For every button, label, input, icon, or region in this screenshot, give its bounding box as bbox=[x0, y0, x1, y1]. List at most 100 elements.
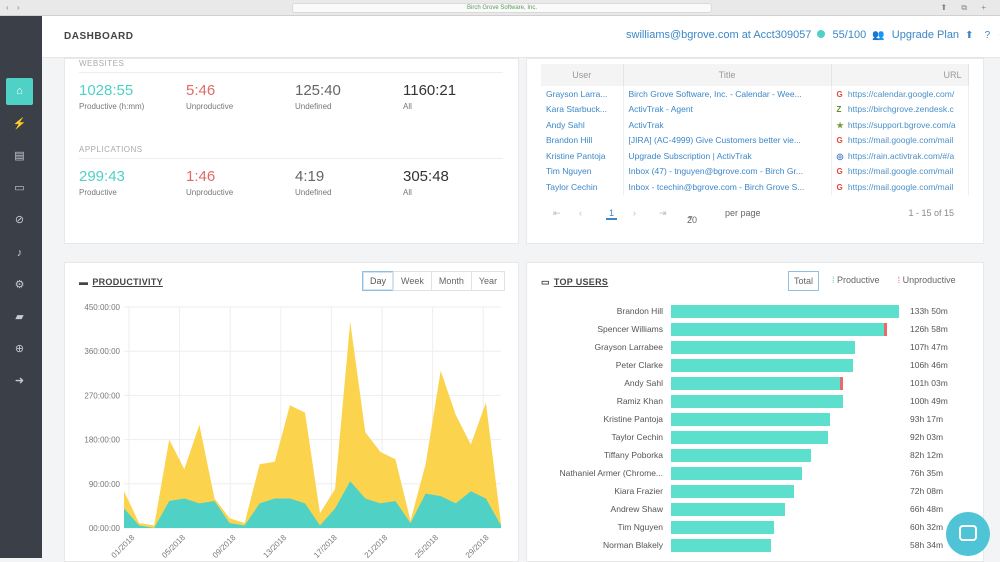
users-icon[interactable]: 👥 bbox=[872, 30, 885, 41]
table-row[interactable]: Brandon Hill [JIRA] (AC-4999) Give Custom… bbox=[541, 132, 969, 148]
top-user-unproductive-bar[interactable] bbox=[840, 377, 844, 390]
browser-window-icons[interactable]: ⬆ ⧉ + bbox=[940, 3, 992, 12]
websites-productive-stat[interactable]: 1028:55 Productive (h:mm) bbox=[79, 82, 145, 111]
upgrade-arrow-icon[interactable]: ⬆ bbox=[965, 30, 974, 41]
productive-icon: ⁞ bbox=[832, 275, 838, 285]
top-user-bar[interactable] bbox=[671, 395, 843, 408]
first-page-icon[interactable]: ⇤ bbox=[553, 208, 561, 218]
top-user-time: 72h 08m bbox=[910, 486, 944, 496]
top-user-name: Andrew Shaw bbox=[610, 504, 663, 514]
top-user-time: 93h 17m bbox=[910, 414, 944, 424]
top-user-row[interactable]: Tim Nguyen 60h 32m bbox=[540, 519, 970, 537]
x-tick-label: 17/2018 bbox=[312, 533, 339, 558]
top-user-row[interactable]: Andrew Shaw 66h 48m bbox=[540, 501, 970, 519]
user-count[interactable]: 55/100 bbox=[832, 29, 867, 41]
browser-toolbar: ‹ › Birch Grove Software, Inc. ⬆ ⧉ + bbox=[0, 0, 1000, 16]
top-user-row[interactable]: Kristine Pantoja 93h 17m bbox=[540, 411, 970, 429]
table-row[interactable]: Taylor Cechin Inbox - tcechin@bgrove.com … bbox=[541, 179, 969, 195]
top-user-time: 101h 03m bbox=[910, 378, 948, 388]
table-row[interactable]: Kristine Pantoja Upgrade Subscription | A… bbox=[541, 148, 969, 164]
top-user-bar[interactable] bbox=[671, 305, 899, 318]
top-user-bar[interactable] bbox=[671, 467, 802, 480]
top-user-row[interactable]: Taylor Cechin 92h 03m bbox=[540, 429, 970, 447]
top-user-bar[interactable] bbox=[671, 377, 844, 390]
top-user-bar[interactable] bbox=[671, 521, 775, 534]
range-week-button[interactable]: Week bbox=[393, 271, 432, 291]
apps-productive-stat[interactable]: 299:43 Productive bbox=[79, 168, 125, 197]
prev-page-icon[interactable]: ‹ bbox=[579, 208, 582, 218]
top-user-bar[interactable] bbox=[671, 413, 830, 426]
top-user-bar[interactable] bbox=[671, 431, 828, 444]
settings-gears-icon[interactable]: ⚙ bbox=[14, 279, 25, 291]
apps-unproductive-stat[interactable]: 1:46 Unproductive bbox=[186, 168, 234, 197]
per-page-label: per page bbox=[725, 208, 761, 218]
chat-widget-button[interactable] bbox=[946, 512, 990, 556]
top-user-bar[interactable] bbox=[671, 449, 812, 462]
top-user-row[interactable]: Tiffany Poborka 82h 12m bbox=[540, 447, 970, 465]
table-row[interactable]: Kara Starbuck... ActivTrak - Agent Z https… bbox=[541, 101, 969, 117]
top-user-row[interactable]: Norman Blakely 58h 34m bbox=[540, 537, 970, 555]
filter-unproductive-button[interactable]: ⁞ Unproductive bbox=[897, 275, 956, 285]
top-user-bar[interactable] bbox=[671, 485, 794, 498]
table-row[interactable]: Tim Nguyen Inbox (47) - tnguyen@bgrove.co… bbox=[541, 163, 969, 179]
top-user-bar[interactable] bbox=[671, 323, 888, 336]
top-user-bar[interactable] bbox=[671, 341, 855, 354]
websites-unproductive-stat[interactable]: 5:46 Unproductive bbox=[186, 82, 234, 111]
top-user-time: 66h 48m bbox=[910, 504, 944, 514]
filter-total-button[interactable]: Total bbox=[788, 271, 820, 291]
next-page-icon[interactable]: › bbox=[633, 208, 636, 218]
x-tick-label: 21/2018 bbox=[363, 533, 390, 558]
top-user-row[interactable]: Spencer Williams 126h 58m bbox=[540, 321, 970, 339]
top-user-row[interactable]: Kiara Frazier 72h 08m bbox=[540, 483, 970, 501]
x-tick-label: 13/2018 bbox=[261, 533, 288, 558]
top-user-row[interactable]: Peter Clarke 106h 46m bbox=[540, 357, 970, 375]
top-user-name: Andy Sahl bbox=[624, 378, 663, 388]
top-user-row[interactable]: Grayson Larrabee 107h 47m bbox=[540, 339, 970, 357]
table-row[interactable]: Andy Sahl ActivTrak ★ https://support.bgro… bbox=[541, 117, 969, 133]
upgrade-plan-link[interactable]: Upgrade Plan bbox=[891, 29, 960, 41]
globe-icon[interactable]: ⊕ bbox=[14, 343, 25, 355]
top-user-row[interactable]: Nathaniel Armer (Chrome... 76h 35m bbox=[540, 465, 970, 483]
table-row[interactable]: Grayson Larra... Birch Grove Software, In… bbox=[541, 86, 969, 102]
apps-all-stat[interactable]: 305:48 All bbox=[403, 168, 449, 197]
lightning-icon[interactable]: ⚡ bbox=[12, 118, 27, 130]
top-user-bar[interactable] bbox=[671, 503, 785, 516]
current-page[interactable]: 1 bbox=[606, 208, 618, 220]
top-user-row[interactable]: Ramiz Khan 100h 49m bbox=[540, 393, 970, 411]
column-header-user[interactable]: User bbox=[541, 64, 624, 86]
y-tick-label: 360:00:00 bbox=[84, 347, 120, 356]
screenshots-icon[interactable]: ▭ bbox=[14, 182, 25, 194]
apps-undefined-stat[interactable]: 4:19 Undefined bbox=[295, 168, 332, 197]
block-icon[interactable]: ⊘ bbox=[14, 214, 25, 226]
document-icon[interactable]: ▤ bbox=[14, 150, 25, 162]
top-user-row[interactable]: Andy Sahl 101h 03m bbox=[540, 375, 970, 393]
websites-all-stat[interactable]: 1160:21 All bbox=[403, 82, 457, 111]
filter-productive-button[interactable]: ⁞ Productive bbox=[832, 275, 880, 285]
top-user-row[interactable]: Brandon Hill 133h 50m bbox=[540, 303, 970, 321]
websites-label: WEBSITES bbox=[79, 59, 125, 68]
help-icon[interactable]: ? bbox=[984, 30, 991, 41]
google-icon: G bbox=[836, 167, 843, 177]
range-year-button[interactable]: Year bbox=[470, 271, 506, 291]
top-user-unproductive-bar[interactable] bbox=[884, 323, 888, 336]
page-title: DASHBOARD bbox=[64, 31, 134, 42]
range-month-button[interactable]: Month bbox=[430, 271, 472, 291]
top-user-time: 58h 34m bbox=[910, 540, 944, 550]
x-tick-label: 25/2018 bbox=[413, 533, 440, 558]
address-bar[interactable]: Birch Grove Software, Inc. bbox=[292, 3, 712, 13]
top-user-name: Norman Blakely bbox=[603, 540, 663, 550]
top-user-bar[interactable] bbox=[671, 539, 771, 552]
alarm-bell-icon[interactable]: ♪ bbox=[16, 247, 23, 259]
range-day-button[interactable]: Day bbox=[362, 271, 395, 291]
column-header-title[interactable]: Title bbox=[623, 64, 832, 86]
account-link[interactable]: swilliams@bgrove.com at Acct309057 bbox=[626, 29, 812, 41]
column-header-url[interactable]: URL bbox=[831, 64, 969, 86]
browser-nav-icons[interactable]: ‹ › bbox=[6, 3, 23, 12]
top-user-bar[interactable] bbox=[671, 359, 853, 372]
book-icon[interactable]: ▰ bbox=[15, 311, 24, 323]
top-user-name: Peter Clarke bbox=[615, 360, 663, 370]
websites-undefined-stat[interactable]: 125:40 Undefined bbox=[295, 82, 341, 111]
home-icon[interactable]: ⌂ bbox=[6, 78, 33, 105]
logout-icon[interactable]: ➜ bbox=[14, 375, 25, 387]
last-page-icon[interactable]: ⇥ bbox=[659, 208, 667, 218]
